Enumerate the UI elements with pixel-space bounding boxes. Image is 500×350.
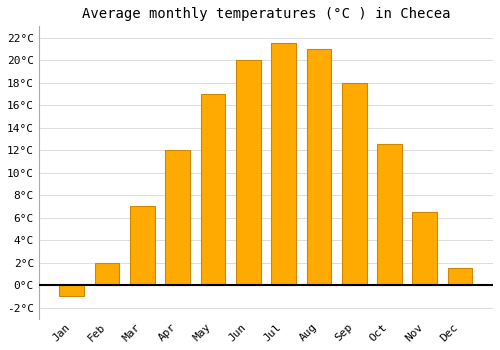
Bar [236, 60, 260, 285]
Bar [130, 206, 155, 285]
Bar [60, 285, 84, 296]
Bar [306, 49, 331, 285]
Bar [166, 150, 190, 285]
Bar [200, 94, 226, 285]
Bar [377, 145, 402, 285]
Bar [412, 212, 437, 285]
Bar [94, 262, 120, 285]
Bar [448, 268, 472, 285]
Title: Average monthly temperatures (°C ) in Checea: Average monthly temperatures (°C ) in Ch… [82, 7, 450, 21]
Bar [271, 43, 296, 285]
Bar [342, 83, 366, 285]
